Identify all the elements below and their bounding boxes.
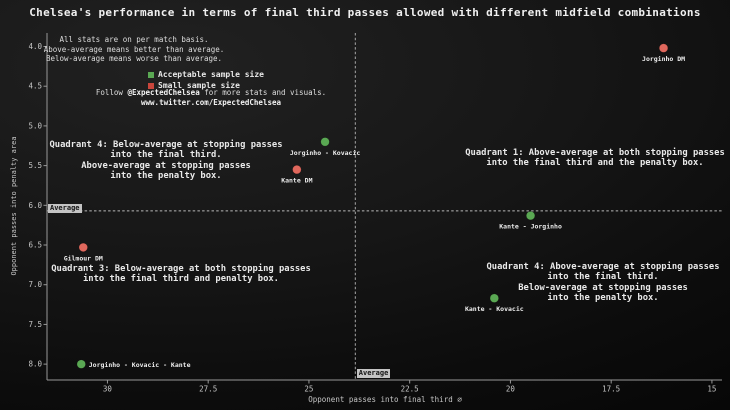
small-sample-swatch-icon: [148, 82, 154, 89]
y-tick-label: 6.0: [28, 201, 42, 210]
twitter-url: www.twitter.com/ExpectedChelsea: [141, 97, 281, 107]
x-tick-label: 25: [304, 385, 313, 394]
x-tick-label: 17.5: [602, 385, 620, 394]
annotation-line: into the final third.: [110, 150, 222, 161]
follow-prefix: Follow: [95, 88, 128, 97]
data-point-jorginho-kovacic: [320, 137, 330, 147]
follow-block: Follow @ExpectedChelsea for more stats a…: [96, 88, 326, 107]
y-tick-label: 5.5: [28, 161, 42, 170]
legend-item-small: Small sample size: [148, 80, 264, 91]
x-tick-label: 20: [506, 385, 516, 394]
twitter-handle: @ExpectedChelsea: [127, 88, 200, 97]
annotation-line: into the final third.: [547, 272, 659, 283]
notes-line: Below-average means worse than average.: [45, 54, 223, 64]
annotation-line: into the penalty box.: [110, 171, 222, 182]
follow-line: Follow @ExpectedChelsea for more stats a…: [96, 88, 326, 98]
y-tick-label: 7.5: [28, 320, 42, 329]
legend-label: Small sample size: [158, 81, 240, 90]
quadrant-1-annotation: Quadrant 1: Above-average at both stoppi…: [465, 148, 725, 169]
annotation-line: Below-average at stopping passes: [518, 282, 688, 293]
data-point-kante-kovacic: [489, 293, 499, 303]
quadrant-4-top-left-annotation: Quadrant 4: Below-average at stopping pa…: [49, 140, 282, 182]
quadrant-4-bottom-right-annotation: Quadrant 4: Above-average at stopping pa…: [486, 262, 719, 304]
x-tick-label: 27.5: [199, 385, 217, 394]
annotation-line: Quadrant 4: Below-average at stopping pa…: [49, 140, 283, 150]
point-label-jorginho-kovacic: Jorginho - Kovacic: [290, 149, 361, 157]
annotation-line: Above-average at stopping passes: [81, 160, 251, 171]
y-tick-label: 6.5: [28, 241, 42, 250]
annotation-line: into the final third and penalty box.: [83, 274, 279, 285]
x-tick-label: 22.5: [401, 385, 419, 394]
annotation-line: Quadrant 1: Above-average at both stoppi…: [465, 148, 725, 158]
average-y-label: Average: [48, 203, 82, 213]
y-tick-label: 4.0: [28, 42, 42, 51]
data-point-jorginho-kovacic-kante: [76, 359, 86, 369]
point-label-jorginho-dm: Jorginho DM: [642, 55, 685, 63]
y-tick-label: 5.0: [28, 121, 42, 130]
chart-title: Chelsea's performance in terms of final …: [29, 6, 701, 19]
y-tick-label: 4.5: [28, 82, 42, 91]
y-tick-label: 7.0: [28, 280, 42, 289]
data-point-kante-dm: [292, 165, 302, 175]
point-label-gilmour-dm: Gilmour DM: [64, 254, 103, 262]
notes-line: All stats are on per match basis.: [59, 35, 209, 44]
quadrant-3-annotation: Quadrant 3: Below-average at both stoppi…: [51, 264, 311, 285]
annotation-line: Quadrant 3: Below-average at both stoppi…: [51, 264, 311, 274]
y-tick-label: 8.0: [28, 360, 42, 369]
data-point-gilmour-dm: [78, 242, 88, 252]
x-axis-label: Opponent passes into final third ⌀: [308, 395, 462, 404]
data-point-jorginho-dm: [659, 43, 669, 53]
acceptable-sample-swatch-icon: [148, 71, 154, 78]
point-label-kante-kovacic: Kante - Kovacic: [465, 305, 524, 313]
point-label-jorginho-kovacic-kante: Jorginho - Kovacic - Kante: [89, 361, 191, 369]
legend: Acceptable sample size Small sample size: [148, 69, 264, 91]
annotation-line: Quadrant 4: Above-average at stopping pa…: [486, 262, 720, 272]
point-label-kante-jorginho: Kante - Jorginho: [499, 223, 562, 231]
follow-suffix: for more stats and visuals.: [199, 88, 327, 97]
y-axis-label: Opponent passes into penalty area: [10, 136, 18, 276]
annotation-line: into the final third and the penalty box…: [486, 158, 704, 169]
data-point-kante-jorginho: [526, 211, 536, 221]
legend-item-acceptable: Acceptable sample size: [148, 69, 264, 80]
annotation-line: into the penalty box.: [547, 293, 659, 304]
x-tick-label: 30: [103, 385, 113, 394]
average-x-label: Average: [356, 368, 391, 378]
x-tick-label: 15: [707, 385, 716, 394]
notes-block: All stats are on per match basis. Above-…: [44, 35, 225, 64]
point-label-kante-dm: Kante DM: [281, 177, 312, 185]
legend-label: Acceptable sample size: [158, 70, 264, 79]
notes-line: Above-average means better than average.: [43, 44, 225, 54]
